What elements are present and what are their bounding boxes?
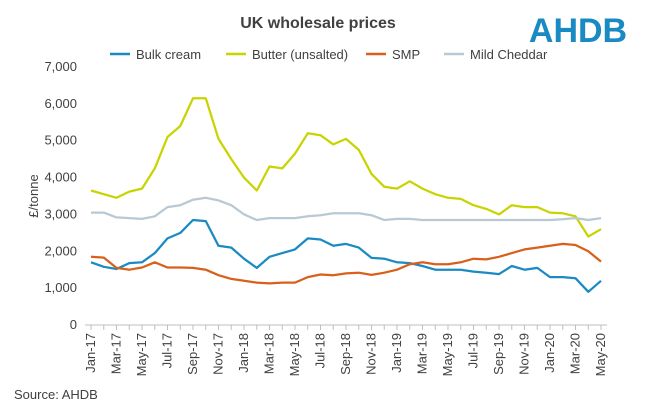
legend-label: Bulk cream	[136, 47, 201, 62]
x-tick-label: Jan-19	[389, 333, 404, 373]
x-tick-label: Mar-17	[109, 333, 124, 374]
legend-label: Mild Cheddar	[470, 47, 548, 62]
x-tick-label: Sep-18	[338, 333, 353, 375]
x-tick-label: May-17	[134, 333, 149, 376]
y-tick-label: 7,000	[44, 59, 77, 74]
x-tick-label: Jul-19	[466, 333, 481, 368]
x-tick-label: Mar-20	[568, 333, 583, 374]
x-tick-label: Sep-17	[185, 333, 200, 375]
x-tick-label: May-20	[593, 333, 608, 376]
logo: AHDB	[529, 12, 627, 50]
chart-title: UK wholesale prices	[240, 15, 396, 32]
x-tick-label: May-19	[440, 333, 455, 376]
legend-label: Butter (unsalted)	[252, 47, 348, 62]
y-tick-label: 2,000	[44, 243, 77, 258]
x-tick-label: Jul-18	[313, 333, 328, 368]
x-tick-label: Jan-20	[542, 333, 557, 373]
series-line	[90, 218, 602, 293]
x-tick-label: May-18	[287, 333, 302, 376]
x-tick-label: Nov-17	[211, 333, 226, 375]
y-tick-label: 4,000	[44, 170, 77, 185]
series-line	[91, 196, 602, 222]
y-tick-label: 1,000	[44, 280, 77, 295]
y-tick-label: 0	[70, 317, 77, 332]
source-note: Source: AHDB	[14, 387, 98, 402]
x-tick-label: Nov-18	[364, 333, 379, 375]
x-tick-label: Sep-19	[491, 333, 506, 375]
y-tick-label: 6,000	[44, 96, 77, 111]
x-tick-label: Jul-17	[160, 333, 175, 368]
x-tick-label: Jan-18	[236, 333, 251, 373]
series-line	[90, 97, 602, 238]
y-axis-label: £/tonne	[26, 174, 41, 217]
y-tick-label: 3,000	[44, 206, 77, 221]
x-tick-label: Jan-17	[83, 333, 98, 373]
x-tick-label: Mar-18	[262, 333, 277, 374]
y-tick-label: 5,000	[44, 133, 77, 148]
series-line	[90, 242, 602, 285]
legend-label: SMP	[392, 47, 420, 62]
x-tick-label: Mar-19	[415, 333, 430, 374]
x-tick-label: Nov-19	[517, 333, 532, 375]
